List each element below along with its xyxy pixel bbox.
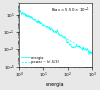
power ~ k(-5/3) xyxy=(64,37,66,38)
energia xyxy=(18,9,20,10)
Legend: energia, power ~ k(-5/3): energia, power ~ k(-5/3) xyxy=(21,55,60,65)
power ~ k(-5/3) xyxy=(47,27,48,28)
power ~ k(-5/3) xyxy=(71,41,72,42)
energia xyxy=(72,47,73,48)
energia xyxy=(71,47,72,48)
power ~ k(-5/3) xyxy=(27,15,28,16)
energia xyxy=(48,27,49,28)
Text: Bias = 5.50 $\times$ 10$^{-1}$: Bias = 5.50 $\times$ 10$^{-1}$ xyxy=(51,5,90,15)
energia xyxy=(92,52,93,53)
Line: energia: energia xyxy=(19,9,92,54)
energia xyxy=(88,54,90,55)
Line: power ~ k(-5/3): power ~ k(-5/3) xyxy=(19,10,92,54)
power ~ k(-5/3) xyxy=(72,41,73,42)
energia xyxy=(19,9,20,10)
power ~ k(-5/3) xyxy=(42,24,43,25)
energia xyxy=(27,16,28,17)
energia xyxy=(64,36,66,37)
energia xyxy=(42,25,44,27)
X-axis label: energia: energia xyxy=(46,82,65,86)
power ~ k(-5/3) xyxy=(18,10,20,11)
power ~ k(-5/3) xyxy=(92,53,93,54)
